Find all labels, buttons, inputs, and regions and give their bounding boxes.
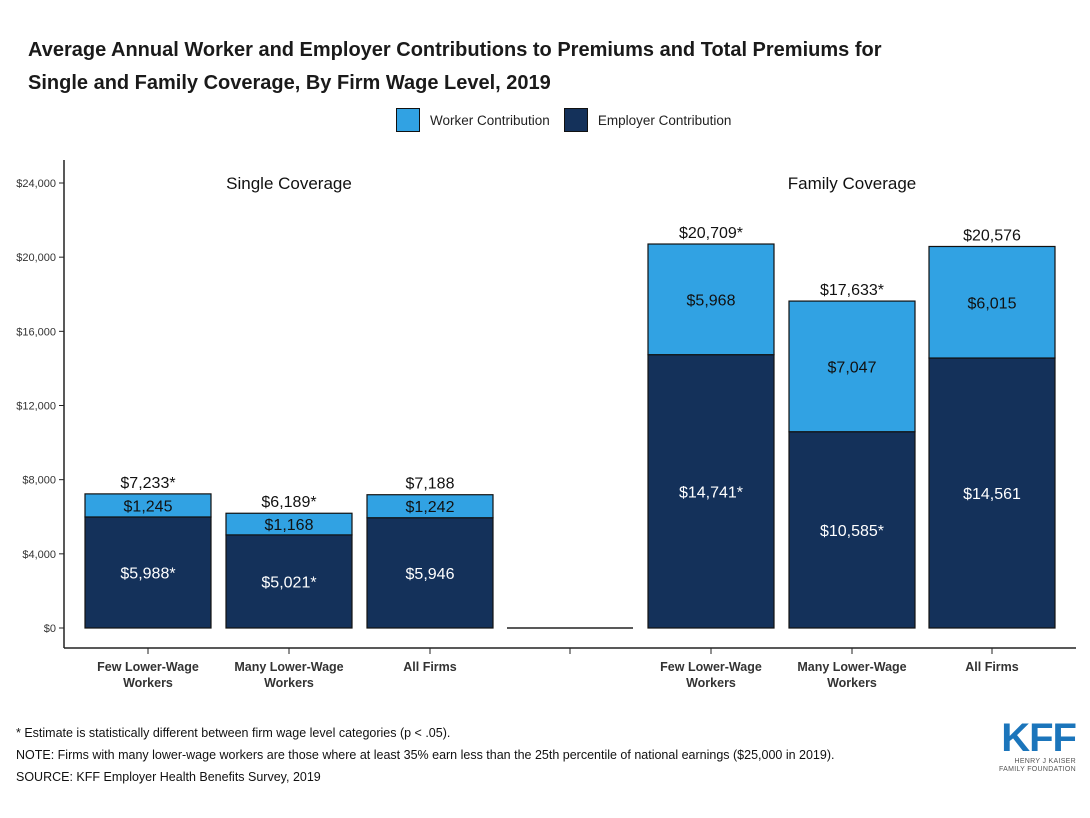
data-label-total: $20,576 <box>963 227 1021 244</box>
bar-employer-contribution <box>647 354 775 629</box>
data-label-total: $7,233* <box>120 475 175 492</box>
y-tick-label: $20,000 <box>16 252 56 264</box>
y-tick-label: $8,000 <box>22 475 56 487</box>
x-category-label-line2: Workers <box>686 676 736 690</box>
y-tick-label: $12,000 <box>16 401 56 413</box>
legend-swatch-employer <box>563 108 588 132</box>
x-category-label: Few Lower-Wage <box>660 660 762 674</box>
legend-swatch-worker <box>396 108 420 132</box>
footnote-significance: * Estimate is statistically different be… <box>16 726 451 740</box>
x-category-label-line2: Workers <box>123 676 173 690</box>
data-label-worker: $1,168 <box>265 517 314 534</box>
data-label-worker: $6,015 <box>968 295 1017 312</box>
data-label-worker: $1,242 <box>406 499 455 516</box>
logo-sub-1: HENRY J KAISER <box>1014 758 1076 765</box>
logo-mark: KFF <box>1001 716 1077 760</box>
legend-item-employer: Employer Contribution <box>563 108 732 132</box>
bar-worker-contribution <box>225 512 353 536</box>
y-tick-label: $24,000 <box>16 178 56 190</box>
y-tick-label: $4,000 <box>22 549 56 561</box>
data-label-employer: $14,561 <box>963 486 1021 503</box>
x-category-label: All Firms <box>403 660 457 674</box>
data-label-employer: $14,741* <box>679 484 743 501</box>
bar-worker-contribution <box>366 494 494 519</box>
data-label-worker: $5,968 <box>687 292 736 309</box>
kff-logo: KFF HENRY J KAISER FAMILY FOUNDATION <box>996 716 1077 774</box>
panel-title: Single Coverage <box>226 174 352 193</box>
bar-worker-contribution <box>928 245 1056 359</box>
bar-employer-contribution <box>788 431 916 629</box>
y-tick-label: $16,000 <box>16 326 56 338</box>
bar-employer-contribution <box>366 517 494 629</box>
legend: Worker Contribution Employer Contributio… <box>396 106 745 134</box>
x-category-label: Many Lower-Wage <box>234 660 343 674</box>
bar-worker-contribution <box>647 243 775 356</box>
data-label-worker: $7,047 <box>828 359 877 376</box>
data-label-total: $7,188 <box>406 476 455 493</box>
bar-employer-contribution <box>225 534 353 629</box>
legend-label-worker: Worker Contribution <box>430 112 550 128</box>
data-label-employer: $5,988* <box>120 565 175 582</box>
footnotes: * Estimate is statistically different be… <box>16 722 834 788</box>
x-category-label-line2: Workers <box>827 676 877 690</box>
data-label-total: $6,189* <box>261 494 316 511</box>
x-category-label: Many Lower-Wage <box>797 660 906 674</box>
panel-title: Family Coverage <box>788 174 917 193</box>
bar-employer-contribution <box>84 516 212 629</box>
y-tick-label: $0 <box>44 623 56 635</box>
data-label-total: $20,709* <box>679 225 743 242</box>
legend-item-worker: Worker Contribution <box>396 108 550 132</box>
footnote-source: SOURCE: KFF Employer Health Benefits Sur… <box>16 770 321 784</box>
bar-worker-contribution <box>788 300 916 433</box>
stacked-bar-chart: $0 $4,000 $8,000 $12,000 $16,000 $20,000 $24,0… <box>16 160 1076 690</box>
logo-sub-2: FAMILY FOUNDATION <box>998 766 1076 773</box>
x-category-label-line2: Workers <box>264 676 314 690</box>
data-label-worker: $1,245 <box>124 498 173 515</box>
data-label-total: $17,633* <box>820 282 884 299</box>
title-line-1: Average Annual Worker and Employer Contr… <box>28 39 882 61</box>
chart-title: Average Annual Worker and Employer Contr… <box>28 34 1028 100</box>
x-category-label: All Firms <box>965 660 1019 674</box>
footnote-note: NOTE: Firms with many lower-wage workers… <box>16 748 835 762</box>
data-label-employer: $10,585* <box>820 523 884 540</box>
data-label-employer: $5,021* <box>261 574 316 591</box>
title-line-2: Single and Family Coverage, By Firm Wage… <box>28 72 551 94</box>
x-category-label: Few Lower-Wage <box>97 660 199 674</box>
bar-worker-contribution <box>84 493 212 518</box>
data-label-employer: $5,946 <box>406 566 455 583</box>
legend-label-employer: Employer Contribution <box>597 112 732 128</box>
